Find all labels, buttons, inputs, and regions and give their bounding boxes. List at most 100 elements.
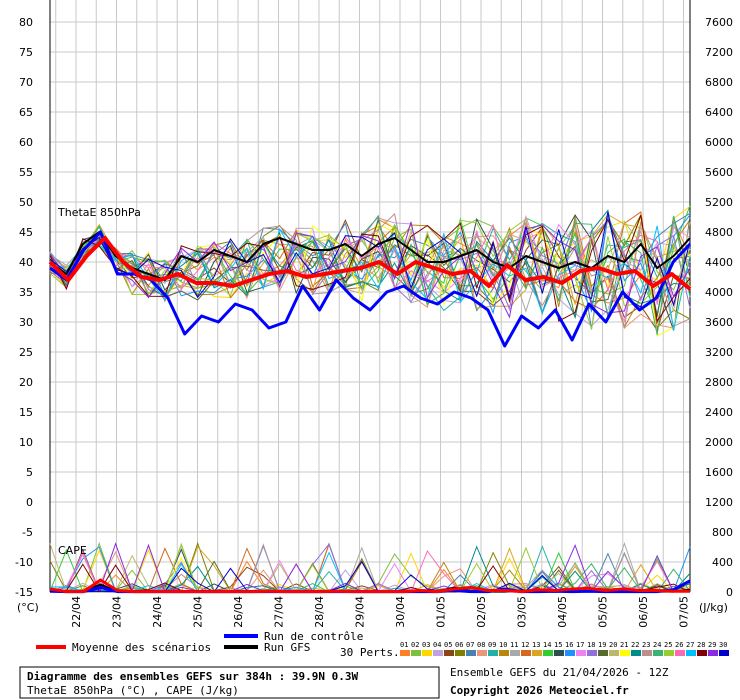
member-swatch-24 (653, 650, 663, 656)
x-unit-label: (°C) (17, 601, 39, 614)
x-tick: 25/04 (192, 596, 205, 628)
member-id-20: 20 (609, 641, 617, 649)
y-tick-left: 55 (19, 166, 33, 179)
y-tick-left: 15 (19, 406, 33, 419)
member-id-05: 05 (444, 641, 452, 649)
member-swatch-07 (466, 650, 476, 656)
member-swatch-09 (488, 650, 498, 656)
member-swatch-11 (510, 650, 520, 656)
y-tick-left: 35 (19, 286, 33, 299)
member-line-16 (49, 214, 691, 316)
member-swatch-21 (620, 650, 630, 656)
y-tick-right: 2000 (705, 436, 733, 449)
member-swatch-23 (642, 650, 652, 656)
x-tick: 26/04 (232, 596, 245, 628)
member-id-22: 22 (631, 641, 639, 649)
y-tick-right: 3200 (705, 346, 733, 359)
member-swatch-02 (411, 650, 421, 656)
member-swatch-15 (554, 650, 564, 656)
y-tick-left: 45 (19, 226, 33, 239)
member-id-23: 23 (642, 641, 650, 649)
right-unit-label: (J/kg) (699, 601, 728, 614)
y-tick-right: 2800 (705, 376, 733, 389)
member-id-12: 12 (521, 641, 529, 649)
member-id-25: 25 (664, 641, 672, 649)
member-id-09: 09 (488, 641, 496, 649)
x-tick: 04/05 (556, 596, 569, 628)
member-line-27 (49, 225, 691, 331)
y-tick-right: 5600 (705, 166, 733, 179)
x-tick: 05/05 (597, 596, 610, 628)
y-tick-left: 65 (19, 106, 33, 119)
member-id-11: 11 (510, 641, 518, 649)
member-swatch-18 (587, 650, 597, 656)
y-tick-right: 7200 (705, 46, 733, 59)
legend-gfs-label: Run GFS (264, 641, 310, 654)
member-swatch-17 (576, 650, 586, 656)
y-tick-left: 25 (19, 346, 33, 359)
member-id-27: 27 (686, 641, 694, 649)
member-id-15: 15 (554, 641, 562, 649)
y-tick-right: 1600 (705, 466, 733, 479)
member-id-01: 01 (400, 641, 408, 649)
y-tick-right: 2400 (705, 406, 733, 419)
member-swatch-22 (631, 650, 641, 656)
x-tick: 06/05 (637, 596, 650, 628)
y-tick-left: 80 (19, 16, 33, 29)
member-id-07: 07 (466, 641, 474, 649)
x-tick: 07/05 (678, 596, 691, 628)
member-id-26: 26 (675, 641, 683, 649)
member-swatch-26 (675, 650, 685, 656)
member-id-29: 29 (708, 641, 716, 649)
y-tick-left: 20 (19, 376, 33, 389)
member-line-26 (49, 222, 691, 305)
legend-control-label: Run de contrôle (264, 630, 363, 643)
member-id-17: 17 (576, 641, 584, 649)
x-tick: 30/04 (394, 596, 407, 628)
mean-cape-line (49, 578, 690, 594)
member-swatch-08 (477, 650, 487, 656)
x-tick: 02/05 (475, 596, 488, 628)
y-tick-right: 4000 (705, 286, 733, 299)
member-id-28: 28 (697, 641, 705, 649)
member-swatch-19 (598, 650, 608, 656)
gfs-thetae-line (49, 231, 691, 281)
y-tick-right: 0 (726, 586, 733, 599)
member-id-06: 06 (455, 641, 463, 649)
member-id-19: 19 (598, 641, 606, 649)
y-tick-right: 6800 (705, 76, 733, 89)
footer-subtitle: ThetaE 850hPa (°C) , CAPE (J/kg) (27, 684, 239, 697)
member-swatch-01 (400, 650, 410, 656)
member-id-10: 10 (499, 641, 507, 649)
y-tick-left: 50 (19, 196, 33, 209)
y-tick-right: 4800 (705, 226, 733, 239)
y-tick-right: 1200 (705, 496, 733, 509)
member-id-18: 18 (587, 641, 595, 649)
x-tick: 27/04 (273, 596, 286, 628)
y-tick-right: 6000 (705, 136, 733, 149)
footer-title-box (19, 666, 440, 699)
y-tick-right: 5200 (705, 196, 733, 209)
x-tick: 24/04 (151, 596, 164, 628)
y-tick-right: 400 (712, 556, 733, 569)
footer-run-info: Ensemble GEFS du 21/04/2026 - 12Z (450, 666, 669, 679)
footer-copyright: Copyright 2026 Meteociel.fr (450, 684, 629, 697)
y-axis-right: 7600720068006400600056005200480044004000… (705, 16, 733, 599)
member-id-02: 02 (411, 641, 419, 649)
member-id-24: 24 (653, 641, 661, 649)
member-swatch-20 (609, 650, 619, 656)
member-id-13: 13 (532, 641, 540, 649)
y-tick-left: 0 (26, 496, 33, 509)
mean-thetae-line (48, 236, 692, 291)
y-tick-right: 4400 (705, 256, 733, 269)
member-swatch-05 (444, 650, 454, 656)
y-tick-left: 5 (26, 466, 33, 479)
y-tick-left: 30 (19, 316, 33, 329)
member-swatch-12 (521, 650, 531, 656)
y-tick-left: 10 (19, 436, 33, 449)
y-tick-right: 6400 (705, 106, 733, 119)
legend: Moyenne des scénarios Run de contrôle Ru… (36, 630, 729, 659)
y-tick-left: -5 (22, 526, 33, 539)
member-swatch-30 (719, 650, 729, 656)
